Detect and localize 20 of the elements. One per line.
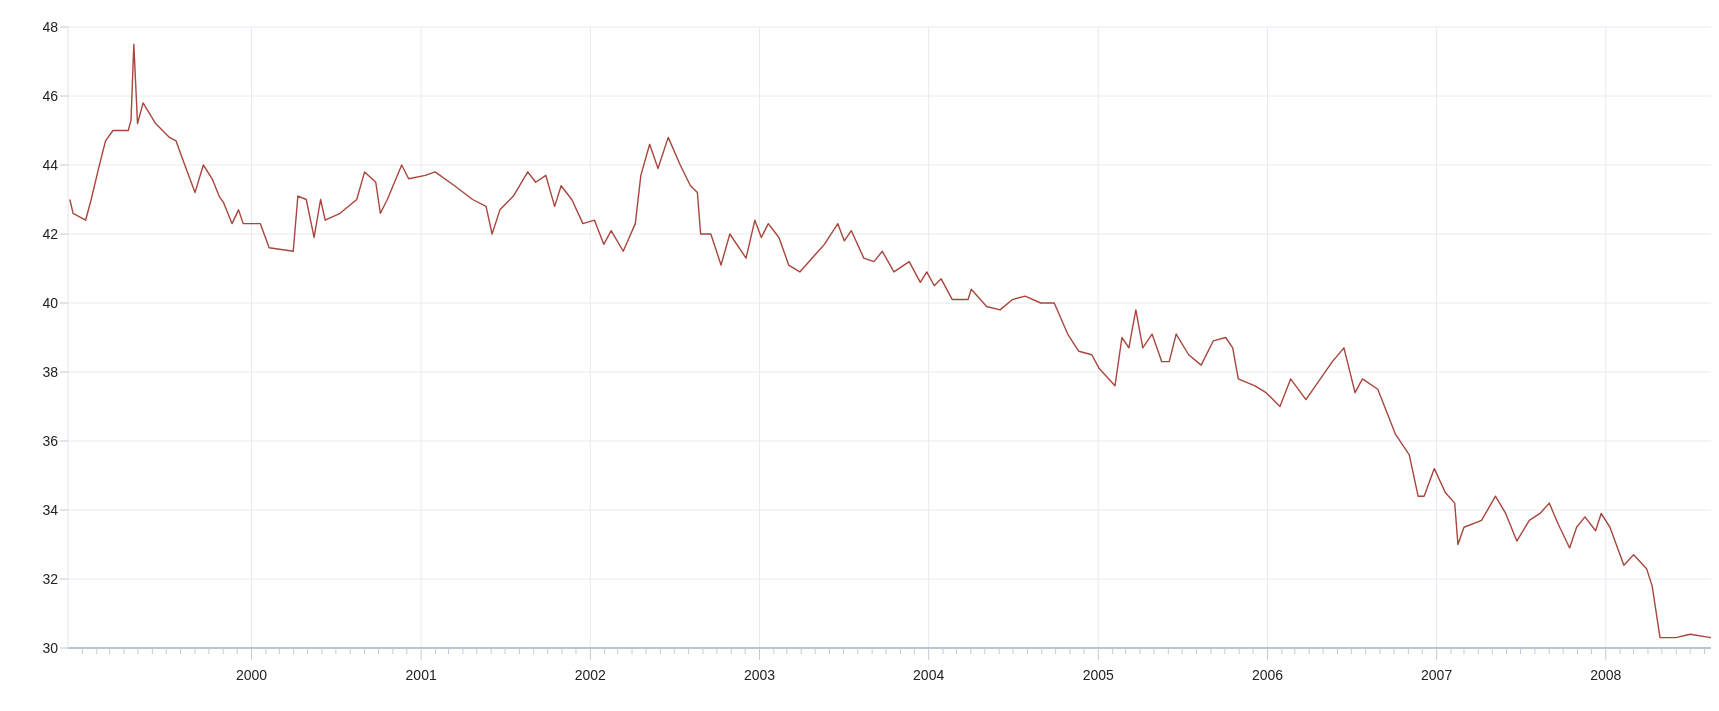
y-tick-label: 32 — [42, 570, 59, 587]
x-tick-label: 2002 — [574, 667, 607, 683]
y-tick-label: 42 — [42, 225, 59, 242]
y-tick-label: 40 — [42, 294, 59, 311]
x-tick-label: 2006 — [1251, 667, 1284, 683]
x-tick-label: 2000 — [235, 667, 268, 683]
x-tick-label: 2003 — [743, 667, 776, 683]
x-tick-label: 2005 — [1082, 667, 1115, 683]
x-tick-label: 2008 — [1590, 667, 1622, 683]
x-tick-label: 2001 — [405, 667, 437, 683]
y-tick-label: 46 — [42, 87, 59, 104]
x-tick-label: 2007 — [1421, 667, 1453, 683]
x-tick-label: 2004 — [913, 667, 945, 683]
line-series — [69, 43, 1711, 639]
y-tick-label: 38 — [42, 363, 59, 380]
y-tick-label: 44 — [42, 156, 59, 173]
y-tick-label: 30 — [42, 639, 59, 656]
y-tick-label: 36 — [42, 432, 59, 449]
y-tick-label: 48 — [42, 18, 59, 35]
y-tick-label: 34 — [42, 501, 59, 518]
